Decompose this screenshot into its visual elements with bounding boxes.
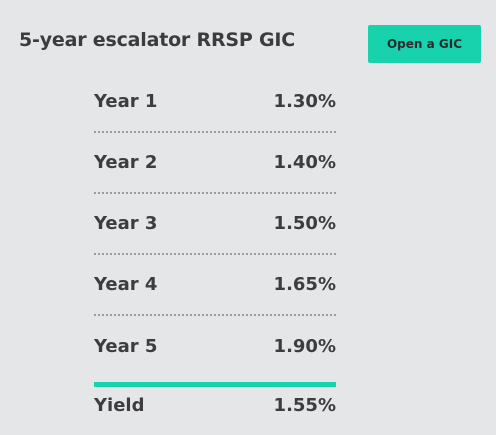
yield-label: Yield (94, 394, 145, 416)
rate-year-label: Year 1 (94, 91, 158, 112)
rate-value: 1.40% (273, 152, 336, 173)
rate-year-label: Year 3 (94, 213, 158, 234)
rate-row: Year 4 1.65% (94, 255, 336, 316)
rate-year-label: Year 5 (94, 336, 158, 357)
rate-row: Year 2 1.40% (94, 133, 336, 194)
yield-value: 1.55% (273, 394, 336, 416)
rate-row: Year 3 1.50% (94, 194, 336, 255)
open-gic-button[interactable]: Open a GIC (368, 25, 481, 63)
yield-row: Yield 1.55% (94, 390, 336, 420)
rate-row: Year 5 1.90% (94, 316, 336, 377)
rate-row: Year 1 1.30% (94, 72, 336, 133)
rates-table: Year 1 1.30% Year 2 1.40% Year 3 1.50% Y… (94, 72, 336, 377)
rate-value: 1.65% (273, 274, 336, 295)
rate-value: 1.50% (273, 213, 336, 234)
product-title: 5-year escalator RRSP GIC (19, 29, 296, 51)
rate-year-label: Year 4 (94, 274, 158, 295)
rate-value: 1.30% (273, 91, 336, 112)
rate-value: 1.90% (273, 336, 336, 357)
total-divider (94, 382, 336, 387)
rate-year-label: Year 2 (94, 152, 158, 173)
